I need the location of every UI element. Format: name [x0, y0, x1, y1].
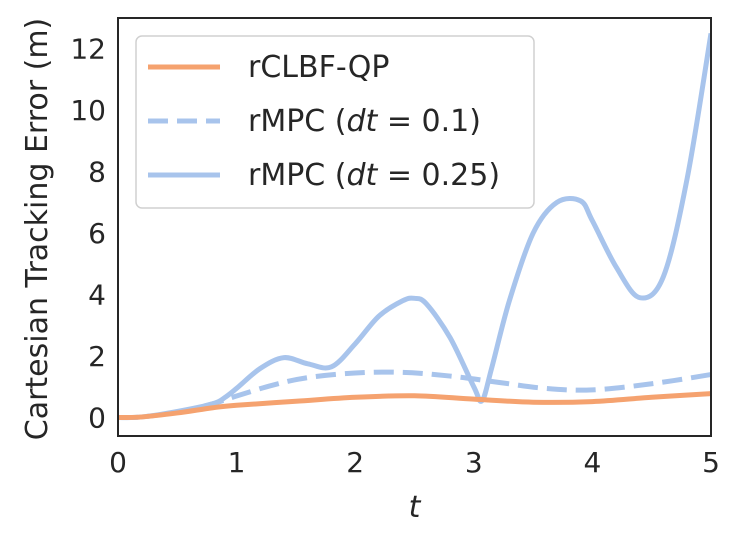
legend-box: [135, 35, 535, 209]
legend-label-1: rMPC (dt = 0.1): [248, 104, 481, 139]
y-tick-label: 0: [88, 402, 106, 435]
legend: rCLBF-QP rMPC (dt = 0.1) rMPC (dt = 0.25): [135, 35, 535, 209]
y-tick-label: 2: [88, 340, 106, 373]
x-tick-label: 3: [465, 446, 483, 479]
legend-label-0: rCLBF-QP: [248, 50, 389, 85]
y-tick-label: 12: [70, 33, 106, 66]
series-line-2: [118, 32, 711, 421]
y-axis-title: Cartesian Tracking Error (m): [20, 18, 55, 441]
y-tick-label: 4: [88, 279, 106, 312]
series-line-0: [118, 391, 711, 421]
series-layer: [118, 32, 711, 421]
y-axis-ticks: 0 2 4 6 8 10 12: [70, 33, 106, 435]
y-tick-label: 8: [88, 156, 106, 189]
x-axis-ticks: 0 1 2 3 4 5: [109, 446, 720, 479]
legend-label-2: rMPC (dt = 0.25): [248, 158, 500, 193]
y-tick-label: 10: [70, 94, 106, 127]
x-tick-label: 2: [346, 446, 364, 479]
plot-frame: [117, 17, 712, 437]
y-tick-label: 6: [88, 217, 106, 250]
x-tick-label: 5: [702, 446, 720, 479]
x-tick-label: 0: [109, 446, 127, 479]
x-axis-title: t: [409, 490, 422, 525]
x-tick-label: 1: [228, 446, 246, 479]
x-tick-label: 4: [583, 446, 601, 479]
